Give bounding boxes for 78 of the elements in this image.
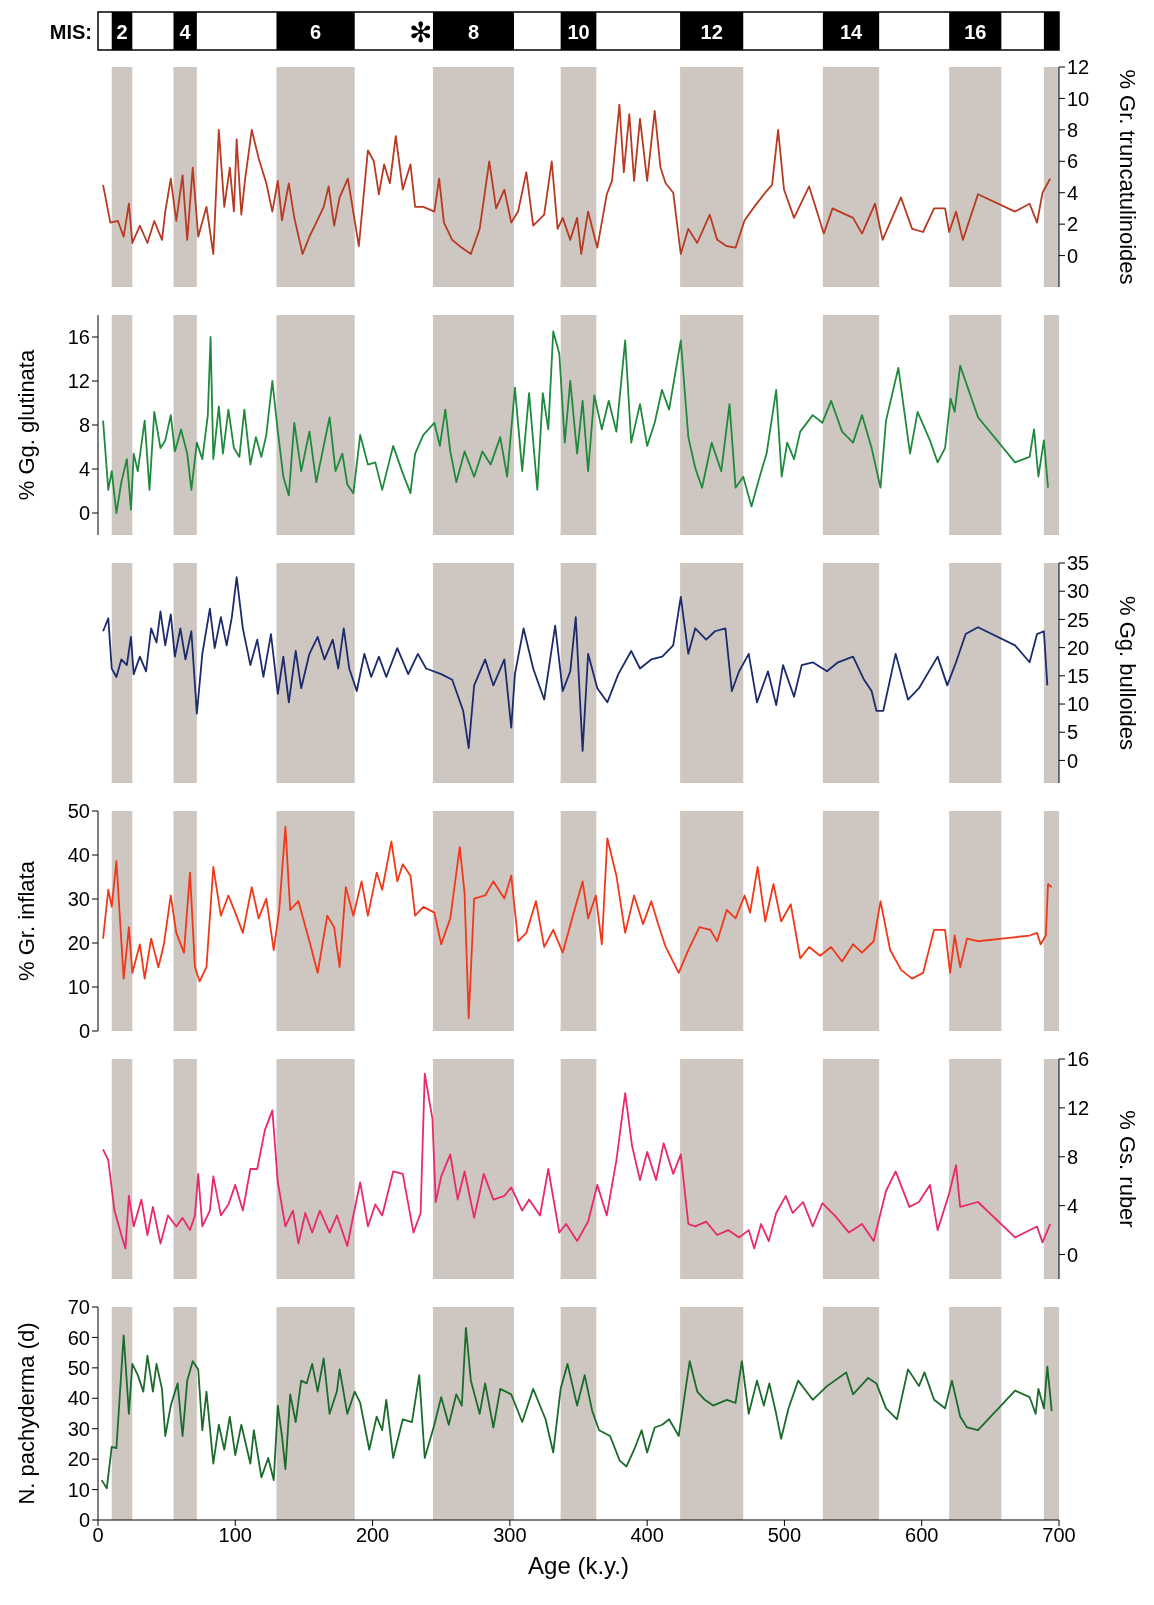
y-tick-label: 0: [78, 1509, 90, 1532]
stage-block: 2: [111, 12, 133, 50]
y-tick-label: 12: [1067, 56, 1090, 79]
band-label: 12: [700, 21, 723, 43]
y-tick-label: 35: [1067, 552, 1090, 575]
y-tick-label: 20: [1067, 636, 1090, 659]
text: MIS:: [49, 21, 92, 43]
y-tick-label: 10: [67, 1478, 90, 1501]
band-label: 6: [310, 21, 322, 43]
band-label: 16: [964, 21, 987, 43]
stage-block: 8: [433, 12, 514, 50]
y-tick-label: 6: [1067, 150, 1079, 173]
y-axis-title: % Gg. bulloides: [1115, 595, 1141, 751]
x-tick-label: 100: [218, 1524, 252, 1547]
stage-block: 12: [680, 12, 744, 50]
y-tick-label: 16: [67, 326, 90, 349]
y-axis-title: N. pachyderma (d): [13, 1322, 39, 1505]
y-tick-label: 0: [78, 502, 90, 525]
y-tick-label: 4: [1067, 1194, 1079, 1217]
y-tick-label: 12: [67, 370, 90, 393]
y-tick-label: 40: [67, 1387, 90, 1410]
line-series: [102, 330, 1049, 514]
y-tick-label: 30: [1067, 580, 1090, 603]
line-series: [102, 1072, 1052, 1250]
y-axis-title: % Gr. truncatulinoides: [1115, 69, 1141, 285]
y-tick-label: 70: [67, 1296, 90, 1319]
x-axis-title: Age (k.y.): [528, 1552, 629, 1579]
x-tick-label: 400: [630, 1524, 664, 1547]
y-tick-label: 4: [78, 458, 90, 481]
x-tick-label: 200: [355, 1524, 390, 1547]
band-label: 10: [567, 21, 590, 43]
line-series: [100, 1327, 1053, 1490]
band-label: 8: [467, 21, 480, 43]
y-tick-label: 8: [1067, 118, 1079, 141]
x-tick-label: 500: [767, 1524, 802, 1547]
y-tick-label: 0: [78, 1020, 90, 1043]
y-tick-label: 8: [1067, 1145, 1079, 1168]
y-tick-label: 40: [67, 844, 90, 867]
y-tick-label: 50: [67, 800, 90, 823]
y-tick-label: 30: [67, 888, 90, 911]
y-tick-label: 25: [1067, 608, 1090, 631]
x-tick-label: 700: [1042, 1524, 1076, 1547]
stage-block: 6: [276, 12, 355, 50]
y-tick-label: 50: [67, 1356, 90, 1379]
stage-block: 14: [822, 12, 880, 50]
y-tick-label: 20: [67, 1448, 90, 1471]
y-tick-label: 0: [1067, 1243, 1079, 1266]
y-axis-title: % Gs. ruber: [1115, 1110, 1141, 1228]
y-tick-label: 2: [1067, 213, 1079, 236]
y-axis-title: % Gg. glutinata: [13, 349, 39, 501]
text: ✻: [409, 17, 433, 48]
line-series: [102, 576, 1049, 752]
y-tick-label: 4: [1067, 181, 1079, 204]
line-series: [102, 103, 1052, 255]
stage-block: 10: [560, 12, 597, 50]
y-tick-label: 16: [1067, 1048, 1090, 1071]
band-label: 2: [116, 21, 128, 43]
band-label: 4: [179, 21, 192, 43]
y-tick-label: 20: [67, 932, 90, 955]
y-tick-label: 10: [1067, 87, 1090, 110]
line-series: [102, 825, 1053, 1020]
y-tick-label: 12: [1067, 1096, 1090, 1119]
y-tick-label: 60: [67, 1326, 90, 1349]
y-tick-label: 8: [78, 414, 90, 437]
stage-block: 4: [173, 12, 197, 50]
band-label: 14: [839, 21, 864, 43]
stage-block: 16: [949, 12, 1002, 50]
y-tick-label: 10: [67, 976, 90, 999]
x-tick-label: 300: [493, 1524, 527, 1547]
x-tick-label: 0: [92, 1524, 104, 1547]
y-tick-label: 0: [1067, 749, 1079, 772]
y-tick-label: 5: [1067, 721, 1079, 744]
y-tick-label: 10: [1067, 693, 1090, 716]
y-tick-label: 0: [1067, 244, 1079, 267]
y-axis-title: % Gr. inflata: [13, 860, 39, 981]
y-tick-label: 30: [67, 1417, 90, 1440]
y-tick-label: 15: [1067, 664, 1090, 687]
x-tick-label: 600: [905, 1524, 939, 1547]
